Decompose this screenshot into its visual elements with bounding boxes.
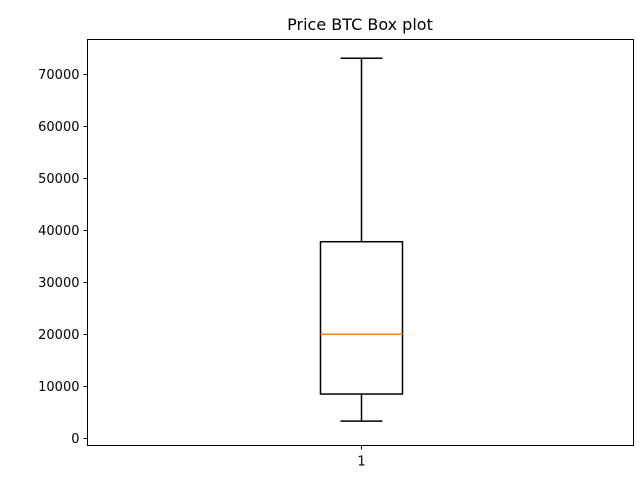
y-tick-label: 30000 xyxy=(38,276,79,291)
y-tick-label: 0 xyxy=(71,432,79,447)
plot-area-frame xyxy=(87,39,634,446)
y-tick-label: 50000 xyxy=(38,172,79,187)
y-tick-label: 40000 xyxy=(38,224,79,239)
box-series xyxy=(319,57,404,422)
y-tick-label: 60000 xyxy=(38,120,79,135)
y-tick-label: 10000 xyxy=(38,380,79,395)
y-tick-label: 70000 xyxy=(38,68,79,83)
box-iqr xyxy=(319,240,404,395)
chart-title: Price BTC Box plot xyxy=(287,15,433,34)
x-axis: 1 xyxy=(357,445,366,470)
x-tick-label: 1 xyxy=(357,455,365,470)
y-axis: 0 10000 20000 30000 40000 50000 60000 70000 xyxy=(38,68,88,447)
y-tick-label: 20000 xyxy=(38,328,79,343)
